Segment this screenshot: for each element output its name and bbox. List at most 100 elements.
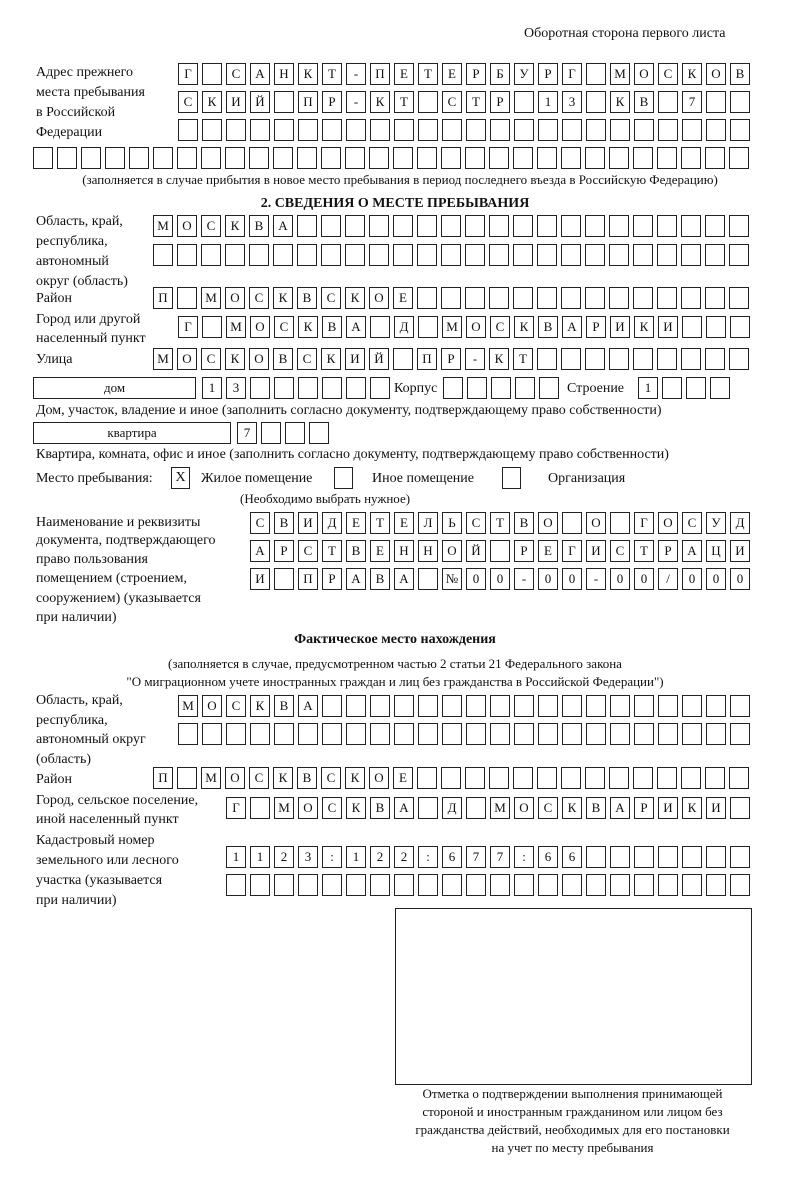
house-type-box[interactable]: дом	[33, 377, 196, 399]
char-cell[interactable]	[513, 287, 533, 309]
char-cell[interactable]	[538, 119, 558, 141]
char-cell[interactable]	[465, 147, 485, 169]
char-cell[interactable]: О	[442, 540, 462, 562]
char-cell[interactable]	[561, 244, 581, 266]
char-cell[interactable]: С	[274, 316, 294, 338]
char-cell[interactable]	[285, 422, 305, 444]
char-cell[interactable]: 3	[298, 846, 318, 868]
char-cell[interactable]	[586, 119, 606, 141]
char-cell[interactable]: №	[442, 568, 462, 590]
char-cell[interactable]	[466, 874, 486, 896]
char-cell[interactable]	[153, 244, 173, 266]
char-cell[interactable]	[442, 695, 462, 717]
char-cell[interactable]: К	[225, 215, 245, 237]
char-cell[interactable]: И	[298, 512, 318, 534]
char-cell[interactable]: К	[634, 316, 654, 338]
char-cell[interactable]	[226, 874, 246, 896]
char-cell[interactable]: 0	[682, 568, 702, 590]
char-cell[interactable]: С	[538, 797, 558, 819]
char-cell[interactable]: Е	[394, 63, 414, 85]
char-cell[interactable]: Е	[393, 287, 413, 309]
char-cell[interactable]: А	[346, 316, 366, 338]
char-cell[interactable]	[657, 767, 677, 789]
char-cell[interactable]: К	[345, 767, 365, 789]
char-cell[interactable]	[634, 695, 654, 717]
char-cell[interactable]: К	[298, 63, 318, 85]
char-cell[interactable]	[706, 846, 726, 868]
char-cell[interactable]	[609, 215, 629, 237]
char-cell[interactable]	[730, 723, 750, 745]
char-cell[interactable]: С	[322, 797, 342, 819]
char-cell[interactable]	[681, 287, 701, 309]
char-cell[interactable]	[682, 846, 702, 868]
char-cell[interactable]	[585, 147, 605, 169]
char-cell[interactable]	[610, 874, 630, 896]
char-cell[interactable]	[297, 215, 317, 237]
char-cell[interactable]	[662, 377, 682, 399]
char-cell[interactable]	[561, 215, 581, 237]
char-cell[interactable]	[681, 215, 701, 237]
char-cell[interactable]	[309, 422, 329, 444]
char-cell[interactable]: -	[465, 348, 485, 370]
char-cell[interactable]	[706, 695, 726, 717]
char-cell[interactable]: Б	[490, 63, 510, 85]
char-cell[interactable]: В	[274, 512, 294, 534]
char-cell[interactable]	[298, 377, 318, 399]
char-cell[interactable]	[57, 147, 77, 169]
char-cell[interactable]	[489, 287, 509, 309]
char-cell[interactable]: А	[394, 797, 414, 819]
char-cell[interactable]: О	[369, 767, 389, 789]
char-cell[interactable]: С	[249, 287, 269, 309]
prev-address-row-3[interactable]	[178, 119, 750, 141]
char-cell[interactable]: О	[634, 63, 654, 85]
char-cell[interactable]	[586, 695, 606, 717]
char-cell[interactable]	[657, 147, 677, 169]
char-cell[interactable]	[177, 287, 197, 309]
char-cell[interactable]: О	[658, 512, 678, 534]
char-cell[interactable]	[706, 874, 726, 896]
char-cell[interactable]: 0	[730, 568, 750, 590]
char-cell[interactable]	[298, 874, 318, 896]
char-cell[interactable]	[225, 244, 245, 266]
char-cell[interactable]: С	[178, 91, 198, 113]
char-cell[interactable]	[705, 287, 725, 309]
char-cell[interactable]: У	[514, 63, 534, 85]
char-cell[interactable]	[418, 723, 438, 745]
char-cell[interactable]	[226, 119, 246, 141]
char-cell[interactable]: :	[322, 846, 342, 868]
char-cell[interactable]: Ц	[706, 540, 726, 562]
char-cell[interactable]: П	[298, 568, 318, 590]
char-cell[interactable]: Е	[346, 512, 366, 534]
char-cell[interactable]: Н	[274, 63, 294, 85]
char-cell[interactable]	[274, 91, 294, 113]
char-cell[interactable]	[274, 723, 294, 745]
char-cell[interactable]: О	[298, 797, 318, 819]
char-cell[interactable]	[489, 244, 509, 266]
char-cell[interactable]	[417, 767, 437, 789]
char-cell[interactable]	[514, 874, 534, 896]
char-cell[interactable]	[322, 695, 342, 717]
char-cell[interactable]	[730, 846, 750, 868]
checkbox-other-premises[interactable]	[334, 467, 353, 489]
char-cell[interactable]	[562, 723, 582, 745]
char-cell[interactable]: -	[586, 568, 606, 590]
char-cell[interactable]: М	[610, 63, 630, 85]
char-cell[interactable]	[417, 147, 437, 169]
char-cell[interactable]: В	[249, 215, 269, 237]
char-cell[interactable]: П	[153, 767, 173, 789]
char-cell[interactable]: М	[178, 695, 198, 717]
char-cell[interactable]	[730, 91, 750, 113]
char-cell[interactable]	[321, 244, 341, 266]
char-cell[interactable]	[443, 377, 463, 399]
char-cell[interactable]	[729, 348, 749, 370]
doc-row-3[interactable]: И П Р А В А № 0 0-0 0-0 0/0 0 0	[250, 568, 750, 590]
char-cell[interactable]	[393, 147, 413, 169]
char-cell[interactable]: Р	[274, 540, 294, 562]
char-cell[interactable]: К	[298, 316, 318, 338]
char-cell[interactable]	[633, 244, 653, 266]
region-row-2[interactable]	[153, 244, 749, 266]
char-cell[interactable]: К	[225, 348, 245, 370]
char-cell[interactable]: П	[153, 287, 173, 309]
char-cell[interactable]	[658, 91, 678, 113]
